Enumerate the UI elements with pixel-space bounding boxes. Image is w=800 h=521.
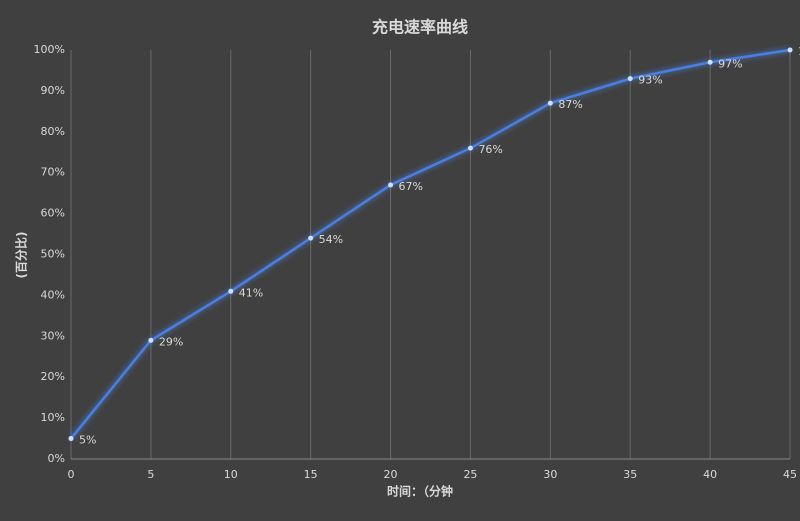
data-label: 76% (478, 143, 502, 156)
y-tick-label: 80% (41, 125, 65, 138)
data-label: 87% (558, 98, 582, 111)
series-line (70, 48, 791, 440)
chart-title: 充电速率曲线 (372, 18, 468, 37)
data-label: 67% (399, 180, 423, 193)
x-tick-label: 30 (543, 468, 557, 481)
x-tick-label: 20 (384, 468, 398, 481)
x-tick-label: 15 (304, 468, 318, 481)
x-tick-label: 10 (224, 468, 238, 481)
y-tick-label: 10% (41, 411, 65, 424)
data-label: 5% (79, 434, 96, 447)
y-tick-label: 60% (41, 207, 65, 220)
data-point (707, 59, 713, 65)
data-label: 100% (798, 45, 800, 58)
x-tick-label: 40 (703, 468, 717, 481)
data-point (547, 100, 553, 106)
y-axis-label: (百分比) (14, 232, 29, 279)
x-tick-label: 45 (783, 468, 797, 481)
y-tick-label: 70% (41, 166, 65, 179)
x-tick-label: 5 (147, 468, 154, 481)
y-tick-label: 20% (41, 370, 65, 383)
y-tick-label: 50% (41, 248, 65, 261)
data-point (228, 288, 234, 294)
data-point (467, 145, 473, 151)
x-tick-label: 25 (463, 468, 477, 481)
y-tick-label: 40% (41, 288, 65, 301)
data-point (148, 337, 154, 343)
data-point (787, 47, 793, 53)
data-point (68, 436, 74, 442)
x-tick-label: 0 (68, 468, 75, 481)
data-label: 93% (638, 74, 662, 87)
y-tick-label: 0% (48, 452, 65, 465)
data-label: 97% (718, 57, 742, 70)
y-tick-label: 100% (34, 43, 65, 56)
x-tick-label: 35 (623, 468, 637, 481)
y-tick-label: 30% (41, 329, 65, 342)
data-point (627, 76, 633, 82)
data-point (308, 235, 314, 241)
data-label: 41% (239, 286, 263, 299)
y-tick-label: 90% (41, 84, 65, 97)
data-point (388, 182, 394, 188)
data-label: 54% (319, 233, 343, 246)
x-axis-label: 时间：（分钟 (387, 484, 453, 499)
data-label: 29% (159, 335, 183, 348)
